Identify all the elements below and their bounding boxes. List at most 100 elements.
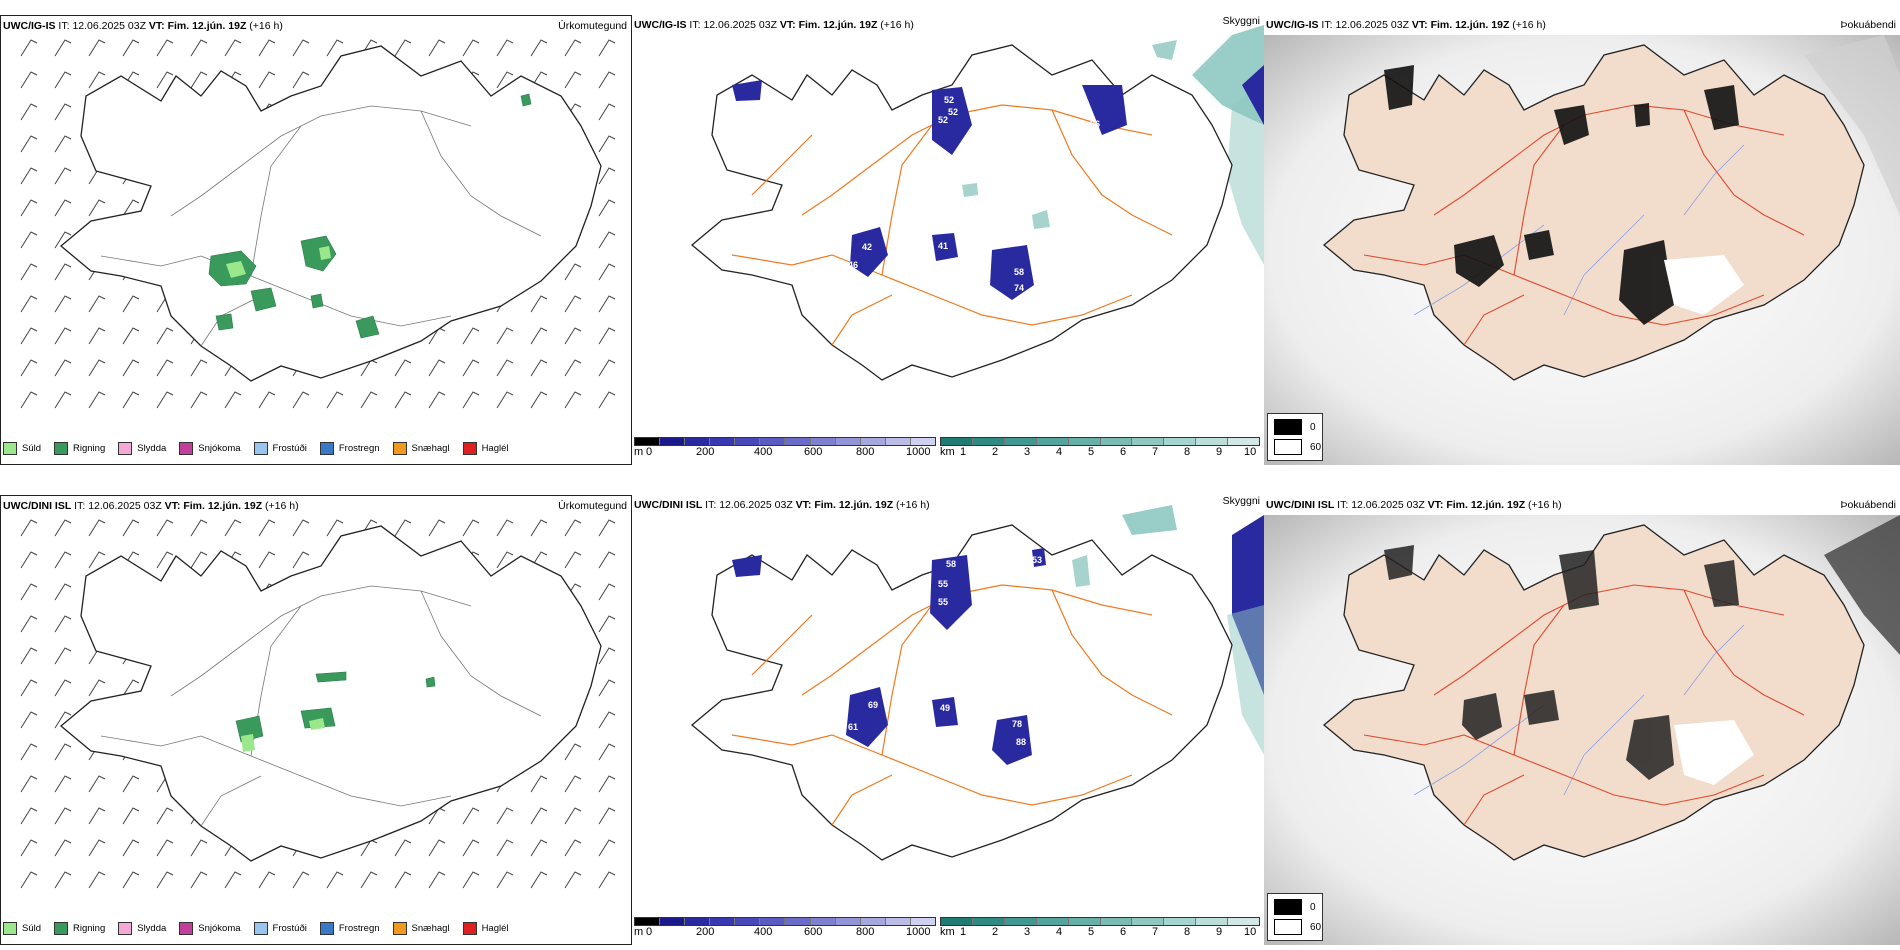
wind-barb <box>496 807 514 825</box>
wind-barb <box>122 871 140 889</box>
wind-barb <box>564 327 582 345</box>
visibility-tick: 5 <box>1088 926 1095 938</box>
iceland-fog-map <box>1264 35 1900 465</box>
wind-barb <box>598 71 616 89</box>
wind-barb <box>496 327 514 345</box>
wind-barb <box>20 679 38 697</box>
wind-barb <box>326 39 344 57</box>
wind-barb <box>598 391 616 409</box>
wind-barb <box>20 391 38 409</box>
ceiling-label: 61 <box>848 722 858 732</box>
wind-barb <box>156 39 174 57</box>
wind-barb <box>20 199 38 217</box>
wind-barb <box>54 263 72 281</box>
wind-barb <box>190 39 208 57</box>
wind-barb <box>598 615 616 633</box>
wind-barb <box>20 167 38 185</box>
wind-barb <box>564 39 582 57</box>
visibility-tick: 8 <box>1184 926 1191 938</box>
wind-barb <box>54 327 72 345</box>
wind-barb <box>54 583 72 601</box>
height-tick: 800 <box>856 446 875 458</box>
wind-barb <box>156 391 174 409</box>
legend-swatch <box>179 441 194 455</box>
wind-barb <box>54 551 72 569</box>
fog-areas <box>1384 65 1739 325</box>
legend-item-freezing-drizzle: Frostúði <box>253 441 307 455</box>
wind-barb <box>20 551 38 569</box>
wind-barb <box>394 839 412 857</box>
wind-barb <box>190 839 208 857</box>
roads <box>100 585 542 827</box>
drizzle-areas <box>226 246 331 278</box>
wind-barb <box>122 807 140 825</box>
wind-barb <box>530 807 548 825</box>
legend-swatch <box>54 921 69 935</box>
wind-barb <box>54 135 72 153</box>
legend-item-snow-pellets: Snæhagl <box>392 441 450 455</box>
wind-barb <box>258 551 276 569</box>
precip-legend: Súld Rigning Slydda Snjókoma Frostúði Fr… <box>3 436 522 460</box>
wind-barb <box>88 359 106 377</box>
panel-title: Úrkomutegund <box>558 500 627 512</box>
visibility-unit: km <box>940 446 955 458</box>
iceland-precip-map <box>20 39 616 409</box>
wind-barb <box>258 39 276 57</box>
visibility-tick: 3 <box>1024 926 1031 938</box>
ceiling-label: 78 <box>1012 719 1022 729</box>
ceiling-label: 41 <box>938 241 948 251</box>
wind-barb <box>564 839 582 857</box>
wind-barb <box>88 871 106 889</box>
wind-barb <box>598 711 616 729</box>
legend-item-rain: Rigning <box>54 441 105 455</box>
panel-header: UWC/IG-IS IT: 12.06.2025 03Z VT: Fim. 12… <box>3 20 283 32</box>
legend-swatch <box>462 921 477 935</box>
iceland-fog-map <box>1264 515 1900 945</box>
ceiling-label: 53 <box>1032 555 1042 565</box>
wind-barb <box>462 871 480 889</box>
wind-barb <box>394 871 412 889</box>
wind-barb <box>258 519 276 537</box>
wind-barb <box>54 39 72 57</box>
visibility-colorbar <box>940 917 1260 926</box>
wind-barb <box>20 327 38 345</box>
wind-barb <box>88 775 106 793</box>
wind-barb <box>564 871 582 889</box>
wind-barb <box>496 391 514 409</box>
roads <box>731 584 1173 826</box>
visibility-tick: 9 <box>1216 446 1223 458</box>
wind-barb <box>88 679 106 697</box>
visibility-panel-1: 52 52 52 53 96 42 41 46 58 74 UWC/IG-IS … <box>632 15 1264 465</box>
wind-barb <box>428 359 446 377</box>
wind-barb <box>462 519 480 537</box>
height-colorbar <box>634 437 936 446</box>
wind-barb <box>496 519 514 537</box>
wind-barb <box>224 391 242 409</box>
wind-barb <box>598 295 616 313</box>
wind-barb <box>20 647 38 665</box>
ceiling-label: 46 <box>848 260 858 270</box>
legend-item-freezing-drizzle: Frostúði <box>253 921 307 935</box>
wind-barb <box>462 391 480 409</box>
legend-item-rain: Rigning <box>54 921 105 935</box>
cloud-height-scale: m 0 200 400 600 800 1000 <box>634 437 936 461</box>
wind-barb <box>530 839 548 857</box>
wind-barb <box>598 359 616 377</box>
cloud-height-scale: m 0 200 400 600 800 1000 <box>634 917 936 941</box>
height-colorbar <box>634 917 936 926</box>
wind-barb <box>564 551 582 569</box>
wind-barb <box>564 263 582 281</box>
wind-barb <box>530 39 548 57</box>
panel-title: Skyggni <box>1222 495 1260 507</box>
precip-legend: Súld Rigning Slydda Snjókoma Frostúði Fr… <box>3 916 522 940</box>
wind-barb <box>564 295 582 313</box>
legend-item-sleet: Slydda <box>118 441 166 455</box>
wind-barb <box>122 39 140 57</box>
wind-barb <box>54 775 72 793</box>
visibility-tick: 10 <box>1244 446 1257 458</box>
legend-item-freezing-rain: Frostregn <box>319 441 380 455</box>
wind-barb <box>428 519 446 537</box>
wind-barb <box>360 391 378 409</box>
legend-swatch <box>3 441 17 455</box>
wind-barb <box>258 871 276 889</box>
